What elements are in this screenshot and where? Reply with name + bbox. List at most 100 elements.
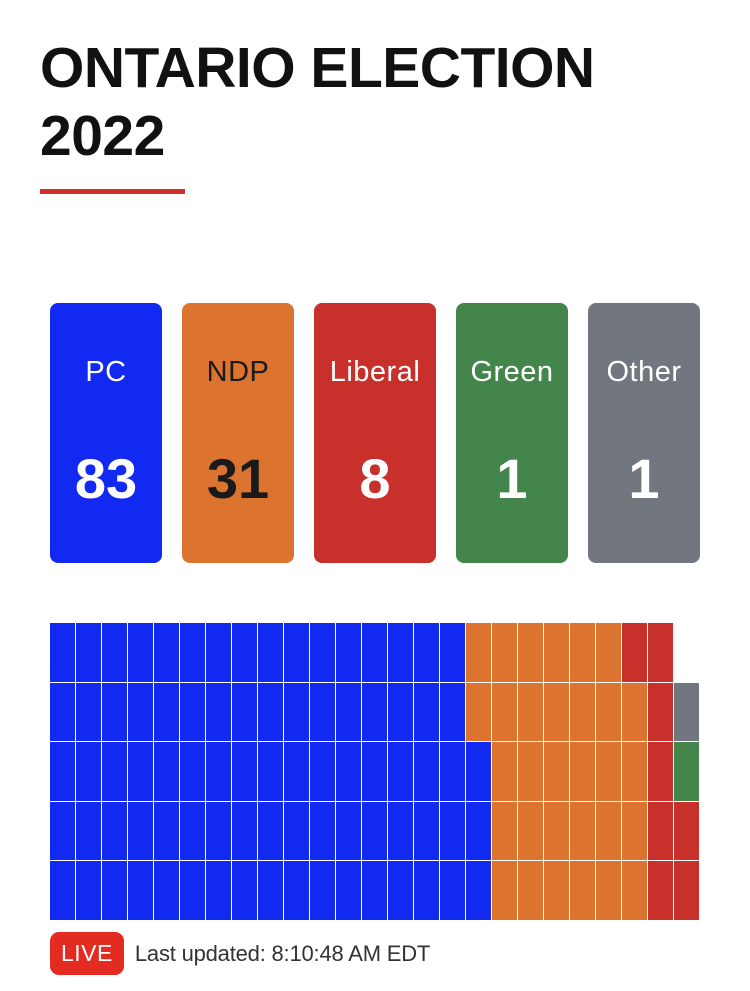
seat-cell-pc: [414, 801, 440, 862]
seat-cell-ndp: [466, 623, 492, 683]
seat-cell-other: [674, 682, 700, 743]
seat-cell-ndp: [492, 861, 518, 921]
seat-cell-pc: [362, 742, 388, 802]
seat-cell-ndp: [466, 682, 492, 743]
seat-cell-pc: [206, 861, 232, 921]
seat-cell-ndp: [570, 623, 596, 683]
seat-cell-pc: [258, 682, 284, 743]
seat-cell-pc: [128, 742, 154, 802]
seat-cell-pc: [180, 623, 206, 683]
seat-cell-pc: [388, 682, 414, 743]
seat-cell-ndp: [596, 861, 622, 921]
seat-cell-ndp: [518, 742, 544, 802]
seat-cell-pc: [388, 742, 414, 802]
seat-cell-pc: [76, 801, 102, 862]
seat-cell-ndp: [518, 623, 544, 683]
party-seat-count: 83: [74, 447, 138, 510]
seat-cell-pc: [232, 742, 258, 802]
seat-cell-pc: [206, 742, 232, 802]
seat-cell-pc: [180, 801, 206, 862]
seat-cell-ndp: [544, 623, 570, 683]
status-footer: LIVE Last updated: 8:10:48 AM EDT: [50, 932, 430, 975]
seat-cell-pc: [336, 801, 362, 862]
seat-cell-liberal: [648, 861, 674, 921]
party-name: Liberal: [329, 356, 421, 388]
seat-cell-pc: [440, 801, 466, 862]
seat-cell-pc: [102, 801, 128, 862]
seat-cell-ndp: [544, 861, 570, 921]
seat-cell-pc: [284, 682, 310, 743]
party-name: PC: [85, 356, 127, 388]
seat-cell-liberal: [648, 801, 674, 862]
seat-cell-pc: [414, 682, 440, 743]
seat-cell-pc: [258, 861, 284, 921]
seat-cell-liberal: [622, 623, 648, 683]
seat-cell-ndp: [596, 801, 622, 862]
seat-cell-pc: [50, 801, 76, 862]
seat-cell-pc: [258, 801, 284, 862]
seat-cell-pc: [466, 742, 492, 802]
party-seat-count: 1: [496, 447, 528, 510]
seat-cell-pc: [258, 742, 284, 802]
seat-cell-pc: [102, 623, 128, 683]
seat-cell-pc: [232, 623, 258, 683]
seat-cell-pc: [232, 861, 258, 921]
seat-cell-pc: [128, 682, 154, 743]
seat-cell-pc: [336, 682, 362, 743]
seat-cell-green: [674, 742, 700, 802]
seat-cell-pc: [284, 623, 310, 683]
seat-cell-pc: [206, 623, 232, 683]
seat-cell-ndp: [518, 682, 544, 743]
seat-cell-pc: [414, 742, 440, 802]
seat-cell-pc: [258, 623, 284, 683]
party-seat-count: 31: [206, 447, 270, 510]
seat-cell-pc: [154, 623, 180, 683]
seat-cell-ndp: [544, 682, 570, 743]
seat-cell-pc: [388, 623, 414, 683]
seat-cell-ndp: [596, 682, 622, 743]
seat-cell-ndp: [570, 801, 596, 862]
seat-cell-ndp: [570, 861, 596, 921]
seat-cell-pc: [76, 861, 102, 921]
seat-cell-ndp: [492, 682, 518, 743]
seat-cell-ndp: [492, 801, 518, 862]
seat-cell-pc: [440, 623, 466, 683]
party-name: NDP: [206, 356, 270, 388]
seat-cell-pc: [154, 742, 180, 802]
last-updated-text: Last updated: 8:10:48 AM EDT: [134, 940, 431, 966]
seat-cell-pc: [50, 682, 76, 743]
seat-cell-liberal: [674, 801, 700, 862]
seat-cell-pc: [414, 623, 440, 683]
seat-cell-pc: [180, 861, 206, 921]
seat-cell-pc: [154, 682, 180, 743]
seat-cell-pc: [310, 742, 336, 802]
seat-cell-pc: [284, 861, 310, 921]
seat-cell-ndp: [596, 623, 622, 683]
seat-cell-ndp: [570, 742, 596, 802]
seat-cell-pc: [362, 801, 388, 862]
seat-cell-pc: [76, 623, 102, 683]
seat-cell-pc: [180, 682, 206, 743]
seat-cell-pc: [50, 861, 76, 921]
seat-cell-ndp: [518, 801, 544, 862]
seat-cell-ndp: [622, 801, 648, 862]
seat-cell-pc: [310, 623, 336, 683]
seat-cell-ndp: [596, 742, 622, 802]
seat-cell-ndp: [570, 682, 596, 743]
page-title: ONTARIO ELECTION 2022: [40, 36, 595, 168]
seat-cell-pc: [440, 682, 466, 743]
seat-cell-pc: [310, 861, 336, 921]
seat-cell-ndp: [622, 682, 648, 743]
party-card-green: Green 1: [456, 303, 568, 563]
seat-cell-ndp: [518, 861, 544, 921]
seat-cell-pc: [336, 742, 362, 802]
seat-cell-pc: [154, 861, 180, 921]
party-card-liberal: Liberal 8: [314, 303, 436, 563]
seat-cell-liberal: [648, 623, 674, 683]
seat-cell-ndp: [492, 742, 518, 802]
seat-cell-pc: [206, 682, 232, 743]
live-badge: LIVE: [50, 932, 124, 975]
seat-cell-pc: [154, 801, 180, 862]
seat-cell-pc: [50, 742, 76, 802]
seat-cell-pc: [128, 801, 154, 862]
